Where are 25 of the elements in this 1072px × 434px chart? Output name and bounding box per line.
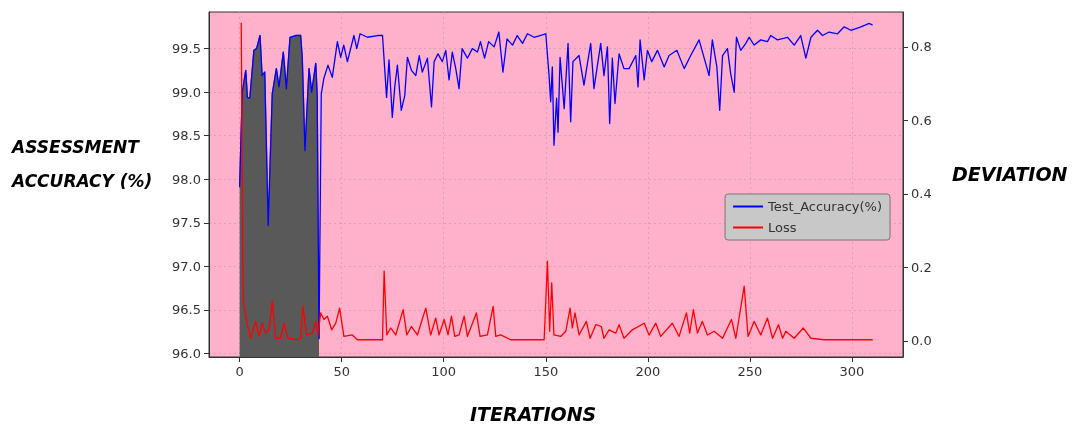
x-tick-label: 50 (333, 364, 350, 379)
y-tick-label: 98.5 (172, 128, 201, 144)
x-tick-label: 150 (533, 364, 559, 379)
y-tick-label: 98.0 (172, 171, 201, 187)
x-axis-title: ITERATIONS (470, 402, 597, 425)
y-tick-label: 96.0 (172, 346, 201, 362)
y2-tick-label: 0.2 (911, 259, 932, 275)
y2-axis-title: DEVIATION (952, 162, 1068, 185)
y2-tick-label: 0.8 (911, 39, 932, 55)
y-tick-label: 99.5 (172, 41, 201, 57)
x-tick-label: 0 (235, 364, 244, 379)
x-tick-label: 200 (635, 364, 661, 379)
y-tick-label: 96.5 (172, 302, 201, 318)
y-tick-label: 97.0 (172, 258, 201, 274)
x-tick-label: 300 (839, 364, 865, 379)
y2-tick-label: 0.0 (911, 333, 932, 349)
x-tick-label: 250 (737, 364, 763, 379)
x-tick-label: 100 (431, 364, 457, 379)
y-tick-label: 97.5 (172, 215, 201, 231)
y-tick-label: 99.0 (172, 84, 201, 100)
legend-label: Test_Accuracy(%) (767, 199, 883, 214)
y2-tick-label: 0.4 (911, 186, 932, 202)
y-axis-title: ASSESSMENT ACCURACY (%) (10, 137, 153, 191)
legend-label: Loss (768, 220, 797, 235)
y2-tick-label: 0.6 (911, 112, 932, 128)
